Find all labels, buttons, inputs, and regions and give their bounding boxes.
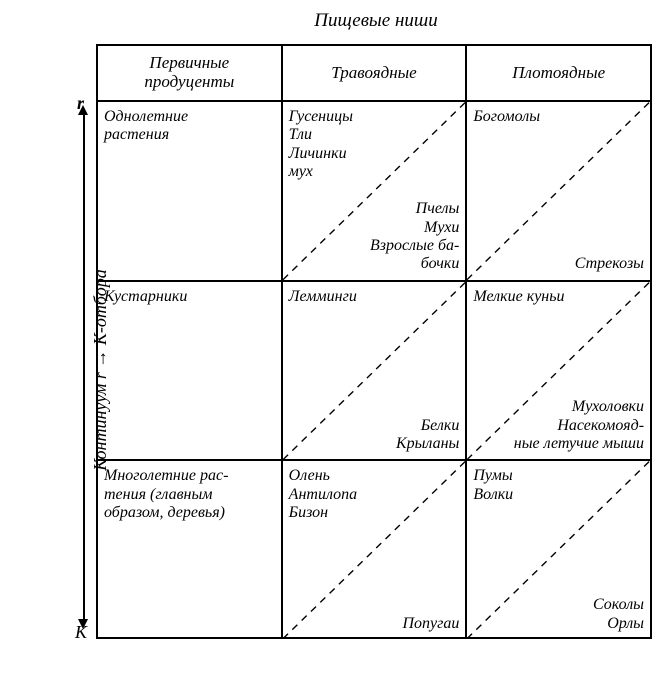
cell-bottom-text: БелкиКрыланы: [328, 417, 459, 454]
diagonal-line-icon: [467, 102, 650, 280]
col-header: Травоядные: [283, 46, 468, 100]
col-header: Первичныепродуценты: [98, 46, 283, 100]
table-row: Многолетние рас-тения (главнымобразом, д…: [98, 461, 650, 639]
table-cell: Лемминги БелкиКрыланы: [283, 282, 468, 460]
continuum-arrow: r K: [75, 95, 93, 639]
cell-top-text: ПумыВолки: [473, 467, 646, 504]
cell-bottom-text: ПчелыМухиВзрослые ба-бочки: [328, 200, 459, 274]
table-cell: Богомолы Стрекозы: [467, 102, 650, 280]
cell-top-text: Лемминги: [289, 288, 462, 306]
cell-top-text: Однолетниерастения: [104, 108, 277, 145]
table-cell: ПумыВолки СоколыОрлы: [467, 461, 650, 639]
arrow-line: [83, 113, 85, 621]
cell-bottom-text: МухоловкиНасекомояд-ные летучие мыши: [513, 398, 644, 453]
table-cell: ОленьАнтилопаБизон Попугаи: [283, 461, 468, 639]
table-row: КустарникиЛеммингиБелкиКрыланыМелкие кун…: [98, 282, 650, 462]
top-title: Пищевые ниши: [90, 10, 662, 32]
cell-top-text: Многолетние рас-тения (главнымобразом, д…: [104, 467, 277, 522]
k-label: K: [75, 622, 87, 643]
col-header: Плотоядные: [467, 46, 650, 100]
table-cell: Многолетние рас-тения (главнымобразом, д…: [98, 461, 283, 639]
table-cell: ГусеницыТлиЛичинкимух ПчелыМухиВзрослые б…: [283, 102, 468, 280]
table-cell: Кустарники: [98, 282, 283, 460]
cell-top-text: ОленьАнтилопаБизон: [289, 467, 462, 522]
cell-top-text: Кустарники: [104, 288, 277, 306]
cell-bottom-text: Стрекозы: [513, 255, 644, 273]
cell-top-text: ГусеницыТлиЛичинкимух: [289, 108, 462, 182]
main-table: Первичныепродуценты Травоядные Плотоядны…: [96, 44, 652, 639]
cell-top-text: Мелкие куньи: [473, 288, 646, 306]
table-cell: Однолетниерастения: [98, 102, 283, 280]
table-cell: Мелкие куньи МухоловкиНасекомояд-ные лету…: [467, 282, 650, 460]
table-row: Однолетниерастения ГусеницыТлиЛичинкимух П…: [98, 102, 650, 282]
table-header-row: Первичныепродуценты Травоядные Плотоядны…: [98, 46, 650, 102]
cell-top-text: Богомолы: [473, 108, 646, 126]
cell-bottom-text: СоколыОрлы: [513, 596, 644, 633]
figure-container: Пищевые ниши Континуум r → K-отбора r K …: [10, 10, 662, 664]
cell-bottom-text: Попугаи: [328, 615, 459, 633]
table-body: Однолетниерастения ГусеницыТлиЛичинкимух П…: [98, 102, 650, 639]
